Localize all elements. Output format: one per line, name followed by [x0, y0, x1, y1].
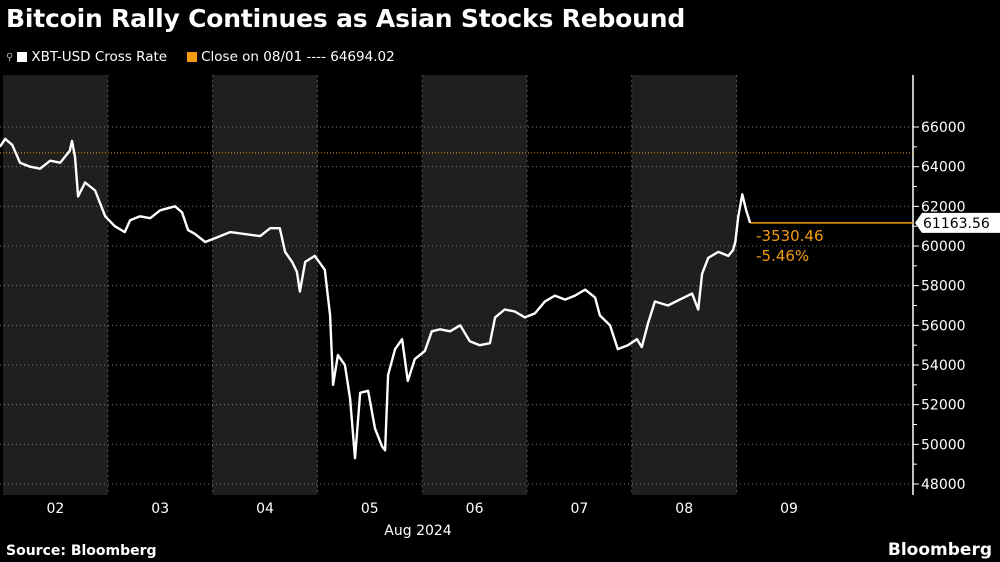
x-tick-label: 05 — [361, 501, 379, 517]
x-tick-label: 06 — [466, 501, 484, 517]
x-tick-label: 07 — [570, 501, 588, 517]
chart-title: Bitcoin Rally Continues as Asian Stocks … — [6, 4, 686, 33]
y-tick-label: 56000 — [921, 318, 966, 334]
change-pct-label: -5.46% — [756, 247, 809, 265]
y-tick-label: 66000 — [921, 120, 966, 136]
y-tick-label: 52000 — [921, 398, 966, 414]
legend-swatch-close — [187, 52, 198, 62]
last-value-label: 61163.56 — [923, 216, 990, 232]
bloomberg-logo: Bloomberg — [887, 540, 992, 560]
x-axis-label: Aug 2024 — [384, 523, 452, 539]
legend-swatch-xbt — [17, 52, 28, 62]
y-tick-label: 60000 — [921, 239, 966, 255]
change-label: -3530.46 — [756, 227, 823, 245]
legend-pin-icon: ⚲ — [6, 51, 14, 63]
legend: ⚲ XBT-USD Cross Rate Close on 08/01 ----… — [6, 49, 395, 65]
last-value-tag — [915, 212, 1000, 233]
y-tick-label: 50000 — [921, 437, 966, 453]
legend-label-xbt: XBT-USD Cross Rate — [31, 49, 168, 65]
y-tick-label: 64000 — [921, 160, 966, 176]
legend-label-close: Close on 08/01 ---- 64694.02 — [201, 49, 395, 65]
source-note: Source: Bloomberg — [6, 543, 157, 559]
y-tick-label: 54000 — [921, 358, 966, 374]
x-tick-label: 04 — [256, 501, 274, 517]
y-tick-label: 62000 — [921, 199, 966, 215]
x-tick-label: 08 — [675, 501, 693, 517]
x-tick-label: 03 — [151, 501, 169, 517]
price-line — [0, 137, 752, 460]
y-tick-label: 58000 — [921, 279, 966, 295]
x-tick-label: 09 — [780, 501, 798, 517]
day-band-02 — [3, 75, 108, 495]
day-band-06 — [422, 75, 527, 495]
day-band-08 — [631, 75, 737, 495]
y-tick-label: 48000 — [921, 477, 966, 493]
x-tick-label: 02 — [46, 501, 64, 517]
